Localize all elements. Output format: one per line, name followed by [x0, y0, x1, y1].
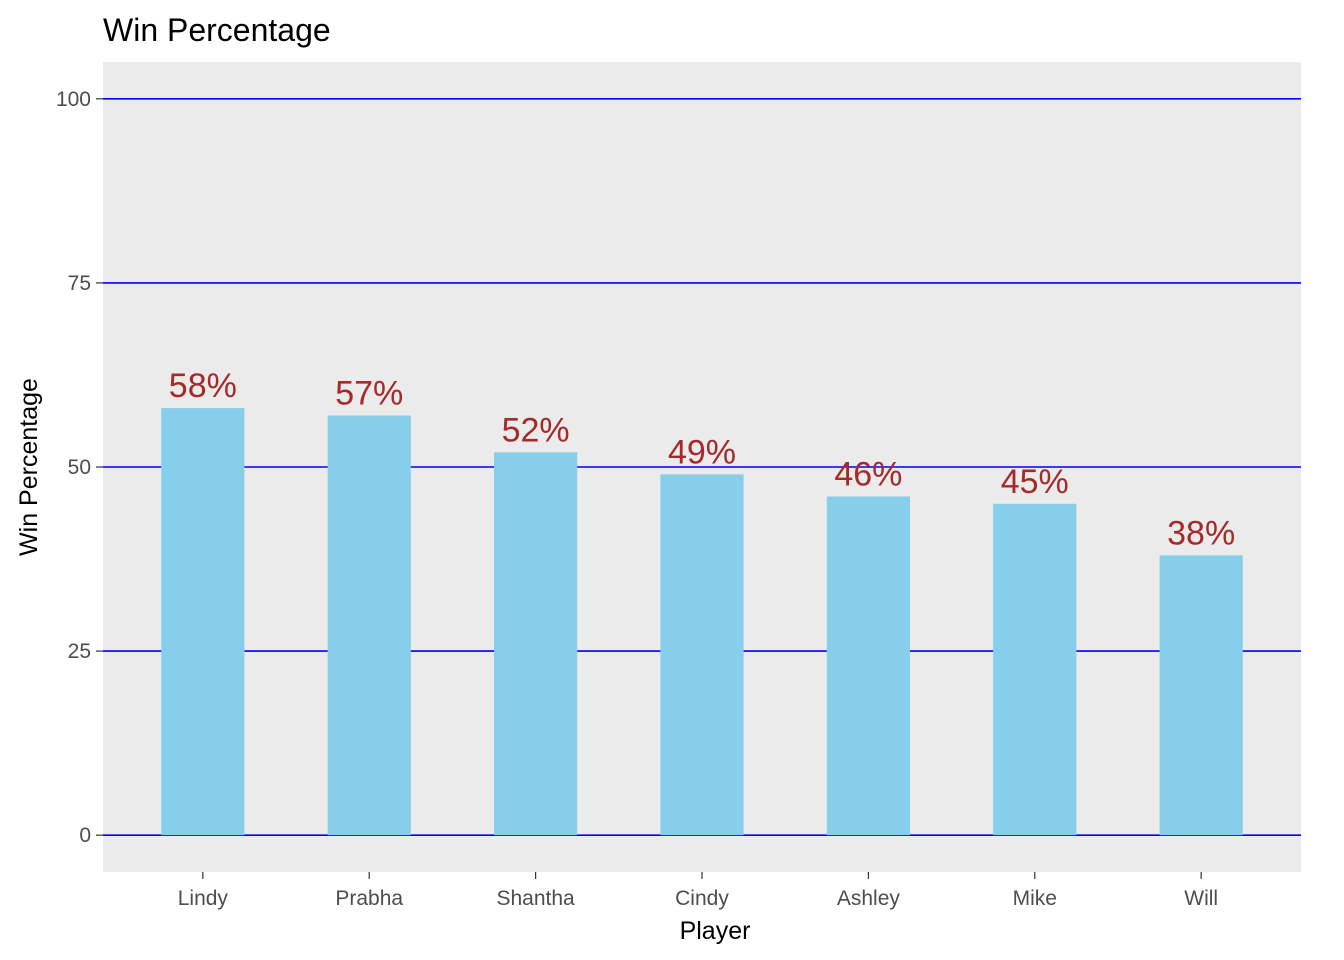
y-tick-label: 100: [56, 88, 91, 111]
bar-shantha: [494, 452, 578, 836]
data-label: 58%: [169, 367, 237, 405]
data-labels: 58% 57% 52% 49% 46% 45% 38%: [169, 367, 1235, 552]
x-tick-label: Cindy: [675, 887, 729, 910]
x-tick-label: Mike: [1013, 887, 1057, 910]
bar-mike: [993, 503, 1077, 836]
x-tick-label: Prabha: [335, 887, 403, 910]
x-tick-label: Will: [1184, 887, 1218, 910]
y-tick-label: 0: [79, 824, 91, 847]
data-label: 45%: [1001, 463, 1069, 501]
bar-ashley: [826, 496, 910, 836]
x-axis: Lindy Prabha Shantha Cindy Ashley Mike Will: [178, 872, 1218, 910]
bar-will: [1159, 555, 1243, 836]
data-label: 52%: [502, 411, 570, 449]
bar-prabha: [327, 415, 411, 836]
x-tick-label: Ashley: [837, 887, 901, 910]
y-tick-label: 25: [68, 640, 91, 663]
bar-cindy: [660, 474, 744, 836]
data-label: 46%: [834, 455, 902, 493]
bars: [161, 408, 1243, 836]
data-label: 49%: [668, 433, 736, 471]
chart-title: Win Percentage: [103, 12, 331, 48]
x-axis-title: Player: [680, 917, 751, 945]
data-label: 38%: [1167, 514, 1235, 552]
y-axis: 0 25 50 75 100: [56, 88, 103, 847]
x-tick-label: Shantha: [496, 887, 575, 910]
x-tick-label: Lindy: [178, 887, 229, 910]
y-tick-label: 50: [68, 456, 91, 479]
y-tick-label: 75: [68, 272, 91, 295]
data-label: 57%: [335, 374, 403, 412]
y-axis-title: Win Percentage: [15, 378, 43, 556]
bar-lindy: [161, 408, 245, 836]
